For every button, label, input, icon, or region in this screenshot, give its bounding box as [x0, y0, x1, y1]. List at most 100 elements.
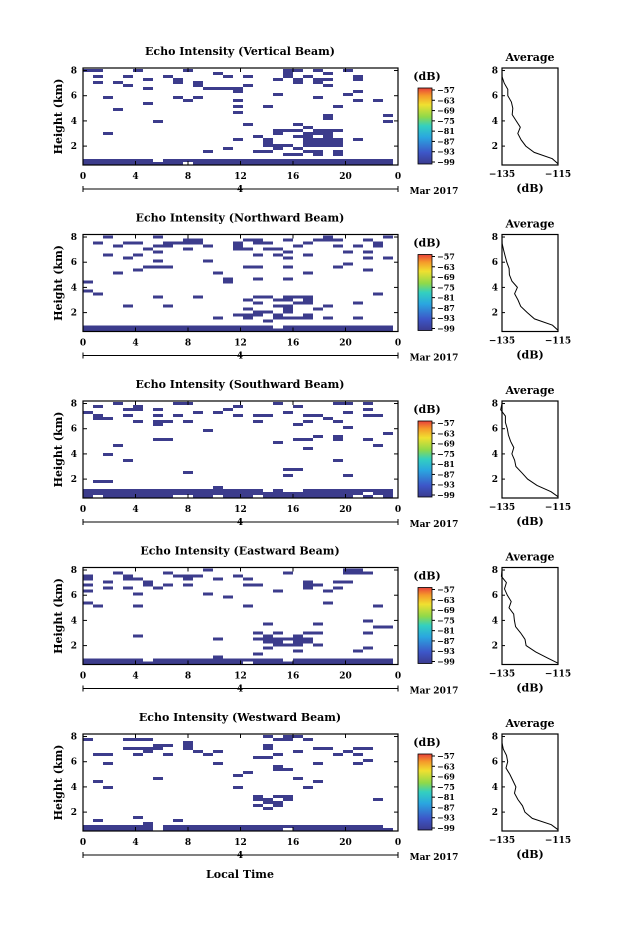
echo-cell	[233, 325, 243, 329]
echo-cell	[253, 631, 263, 635]
x-tick-label: 0	[80, 838, 86, 848]
echo-cell	[163, 420, 173, 423]
average-y-tick-label: 2	[492, 642, 498, 652]
echo-cell	[213, 72, 223, 75]
echo-cell	[243, 238, 253, 242]
echo-cell	[253, 661, 263, 665]
colorbar-tick-label: −99	[437, 490, 455, 500]
average-x-tick-label: −115	[545, 503, 571, 513]
colorbar-tick-label: −99	[437, 823, 455, 833]
echo-cell	[313, 162, 323, 165]
y-tick-label: 6	[71, 258, 77, 268]
echo-cell	[293, 405, 303, 408]
colorbar-unit: (dB)	[413, 570, 440, 583]
echo-cell	[283, 643, 293, 647]
echo-cell	[163, 495, 173, 498]
echo-cell	[93, 69, 103, 72]
echo-cell	[153, 244, 163, 248]
echo-cell	[383, 114, 393, 117]
echo-cell	[243, 583, 253, 587]
echo-cell	[163, 744, 173, 747]
echo-cell	[93, 405, 103, 408]
colorbar-unit: (dB)	[413, 403, 440, 416]
echo-cell	[233, 247, 243, 251]
y-tick-label: 2	[71, 475, 77, 485]
echo-cell	[283, 277, 293, 281]
echo-cell	[293, 325, 303, 329]
echo-cell	[363, 759, 373, 762]
echo-cell	[283, 571, 293, 575]
echo-cell	[213, 87, 223, 90]
echo-cell	[213, 825, 223, 828]
echo-cell	[323, 117, 333, 120]
echo-cell	[173, 96, 183, 99]
echo-cell	[313, 78, 323, 81]
echo-cell	[273, 441, 283, 444]
echo-cell	[343, 328, 353, 332]
echo-cell	[263, 640, 273, 644]
colorbar-tick-label: −57	[437, 751, 455, 761]
echo-cell	[233, 828, 243, 831]
echo-cell	[133, 592, 143, 596]
echo-cell	[143, 828, 153, 831]
echo-cell	[373, 328, 383, 332]
echo-cell	[83, 601, 93, 605]
echo-cell	[133, 658, 143, 662]
echo-cell	[323, 238, 333, 242]
echo-cell	[353, 75, 363, 78]
echo-cell	[103, 492, 113, 495]
echo-cell	[253, 658, 263, 662]
echo-cell	[323, 825, 333, 828]
echo-cell	[203, 325, 213, 329]
echo-cell	[173, 574, 183, 578]
echo-cell	[243, 313, 253, 317]
echo-cell	[263, 798, 273, 801]
echo-cell	[253, 492, 263, 495]
echo-cell	[153, 423, 163, 426]
colorbar-tick-label: −81	[437, 792, 455, 802]
echo-cell	[93, 328, 103, 332]
echo-cell	[293, 658, 303, 662]
echo-cell	[83, 495, 93, 498]
average-y-tick-label: 4	[492, 783, 498, 793]
echo-cell	[123, 747, 133, 750]
echo-cell	[223, 408, 233, 411]
echo-cell	[213, 325, 223, 329]
echo-cell	[313, 435, 323, 438]
echo-cell	[123, 84, 133, 87]
echo-cell	[283, 304, 293, 308]
average-y-tick-label: 2	[492, 142, 498, 152]
echo-cell	[203, 150, 213, 153]
colorbar-tick-label: −75	[437, 282, 455, 292]
echo-cell	[293, 634, 303, 638]
echo-cell	[113, 571, 123, 575]
echo-cell	[93, 414, 103, 417]
echo-cell	[213, 828, 223, 831]
average-y-tick-label: 4	[492, 450, 498, 460]
echo-cell	[153, 162, 163, 165]
echo-cell	[213, 271, 223, 275]
echo-cell	[343, 828, 353, 831]
echo-cell	[103, 453, 113, 456]
echo-cell	[83, 328, 93, 332]
echo-cell	[363, 646, 373, 650]
echo-cell	[203, 328, 213, 332]
echo-cell	[133, 408, 143, 411]
echo-cell	[213, 661, 223, 665]
echo-cell	[133, 420, 143, 423]
echo-cell	[213, 750, 223, 753]
y-tick-label: 4	[71, 450, 77, 460]
echo-cell	[253, 135, 263, 138]
echo-cell	[313, 622, 323, 626]
y-tick-label: 2	[71, 642, 77, 652]
echo-cell	[183, 825, 193, 828]
echo-cell	[243, 298, 253, 302]
echo-cell	[303, 150, 313, 153]
colorbar-tick-label: −93	[437, 313, 455, 323]
echo-cell	[343, 402, 353, 405]
echo-cell	[363, 571, 373, 575]
echo-cell	[243, 771, 253, 774]
echo-cell	[123, 586, 133, 590]
echo-cell	[193, 825, 203, 828]
echo-cell	[353, 301, 363, 305]
